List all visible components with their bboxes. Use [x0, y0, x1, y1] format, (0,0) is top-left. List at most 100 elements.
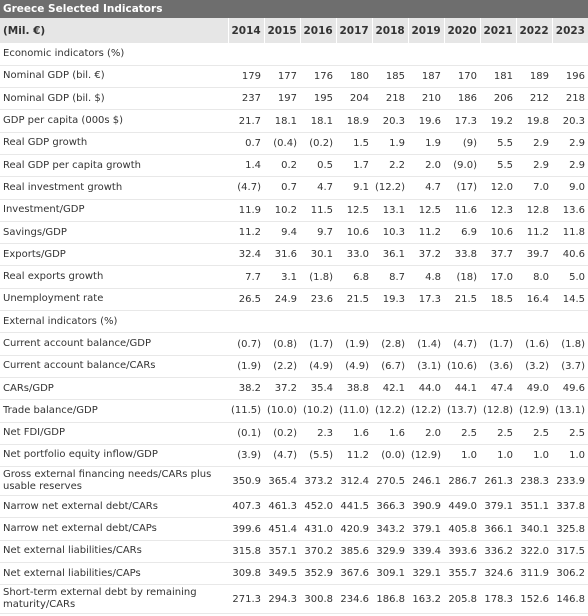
table-row: Narrow net external debt/CARs 407.3 461.3 4… [0, 496, 588, 518]
table-row: Net portfolio equity inflow/GDP (3.9) (4.7… [0, 444, 588, 467]
value-cell: 407.3 [232, 501, 261, 513]
value-cell: 420.9 [340, 523, 369, 535]
value-cell: (1.4) [417, 338, 441, 350]
value-cell: (5.5) [309, 449, 333, 461]
value-cell: (0.0) [381, 449, 405, 461]
value-cell: (12.8) [483, 405, 514, 417]
value-cell: 20.3 [562, 115, 585, 127]
value-cell: 10.6 [346, 227, 369, 239]
value-cell: 21.5 [346, 293, 369, 305]
value-cell: 17.0 [490, 271, 513, 283]
section-row: External indicators (%) [0, 311, 588, 333]
value-cell: 10.2 [274, 204, 297, 216]
value-cell: 185 [385, 70, 405, 82]
value-cell: 325.8 [556, 523, 585, 535]
table-row: Real GDP growth 0.7 (0.4) (0.2) 1.5 1.9 1.9 (9)… [0, 132, 588, 155]
value-cell: 11.6 [454, 204, 477, 216]
value-cell: 329.1 [412, 568, 441, 580]
value-cell: (0.7) [237, 338, 261, 350]
value-cell: 38.2 [238, 383, 261, 395]
value-cell: 17.3 [454, 115, 477, 127]
value-cell: 8.7 [389, 271, 405, 283]
section-row: Economic indicators (%) [0, 43, 588, 66]
value-cell: 357.1 [268, 545, 297, 557]
value-cell: (1.9) [345, 338, 369, 350]
value-cell: (4.7) [273, 449, 297, 461]
value-cell: (18) [456, 271, 477, 283]
value-cell: 339.4 [412, 545, 441, 557]
value-cell: 366.1 [484, 523, 513, 535]
value-cell: 13.6 [562, 204, 585, 216]
year-header-2020: 2020 [444, 18, 481, 43]
value-cell: 9.0 [569, 182, 585, 194]
value-cell: 2.5 [497, 427, 513, 439]
value-cell: 2.0 [425, 427, 441, 439]
value-cell: (2.2) [273, 360, 297, 372]
value-cell: 238.3 [520, 475, 549, 487]
value-cell: 365.4 [268, 475, 297, 487]
value-cell: 178.3 [484, 593, 513, 605]
value-cell: (12.2) [375, 405, 406, 417]
value-cell: 2.2 [389, 160, 405, 172]
value-cell: 4.7 [317, 182, 333, 194]
row-label: Gross external financing needs/CARs plus… [3, 469, 212, 493]
value-cell: 9.1 [353, 182, 369, 194]
value-cell: 234.6 [340, 593, 369, 605]
value-cell: 196 [565, 70, 585, 82]
year-header-2023: 2023 [555, 24, 585, 37]
value-cell: 197 [277, 93, 297, 105]
table-body: Economic indicators (%) Nominal GDP (bil.… [0, 43, 588, 614]
value-cell: 270.5 [376, 475, 405, 487]
value-cell: 379.1 [484, 501, 513, 513]
value-cell: 246.1 [412, 475, 441, 487]
table-row: Investment/GDP 11.9 10.2 11.5 12.5 13.1 12.5 11… [0, 199, 588, 222]
value-cell: 294.3 [268, 593, 297, 605]
value-cell: 12.8 [526, 204, 549, 216]
value-cell: (0.2) [273, 427, 297, 439]
value-cell: 218 [565, 93, 585, 105]
value-cell: (1.8) [561, 338, 585, 350]
value-cell: 336.2 [484, 545, 513, 557]
value-cell: (11.0) [339, 405, 370, 417]
value-cell: 19.8 [526, 115, 549, 127]
value-cell: 366.3 [376, 501, 405, 513]
table-row: Current account balance/CARs (1.9) (2.2) (4… [0, 355, 588, 378]
row-label: Exports/GDP [3, 248, 66, 260]
value-cell: 30.1 [310, 249, 333, 261]
value-cell: 311.9 [520, 568, 549, 580]
row-label: Net FDI/GDP [3, 427, 65, 439]
value-cell: 0.7 [245, 137, 261, 149]
value-cell: (1.9) [237, 360, 261, 372]
value-cell: 32.4 [238, 249, 261, 261]
value-cell: 17.3 [418, 293, 441, 305]
value-cell: 2.9 [569, 160, 585, 172]
table-row: Unemployment rate 26.5 24.9 23.6 21.5 19.3 17.… [0, 288, 588, 311]
value-cell: (11.5) [231, 405, 262, 417]
value-cell: 4.7 [425, 182, 441, 194]
year-header-2014: 2014 [228, 18, 265, 43]
value-cell: 38.8 [346, 383, 369, 395]
value-cell: 3.1 [281, 271, 297, 283]
value-cell: 44.0 [418, 383, 441, 395]
row-label: Unemployment rate [3, 293, 104, 305]
row-label: Real GDP growth [3, 137, 88, 149]
value-cell: 322.0 [520, 545, 549, 557]
value-cell: 315.8 [232, 545, 261, 557]
value-cell: 399.6 [232, 523, 261, 535]
value-cell: 11.8 [562, 227, 585, 239]
row-label: Trade balance/GDP [3, 404, 98, 416]
value-cell: 36.1 [382, 249, 405, 261]
value-cell: 2.5 [461, 427, 477, 439]
value-cell: (4.7) [237, 182, 261, 194]
value-cell: 205.8 [448, 593, 477, 605]
table-row: Current account balance/GDP (0.7) (0.8) (1.… [0, 333, 588, 356]
value-cell: (1.8) [309, 271, 333, 283]
value-cell: (1.6) [525, 338, 549, 350]
value-cell: 2.5 [569, 427, 585, 439]
value-cell: 349.5 [268, 568, 297, 580]
table-row: Net external liabilities/CARs 315.8 357.1 3… [0, 540, 588, 563]
value-cell: 431.0 [304, 523, 333, 535]
value-cell: (10.0) [267, 405, 298, 417]
value-cell: 186 [457, 93, 477, 105]
value-cell: 18.1 [310, 115, 333, 127]
